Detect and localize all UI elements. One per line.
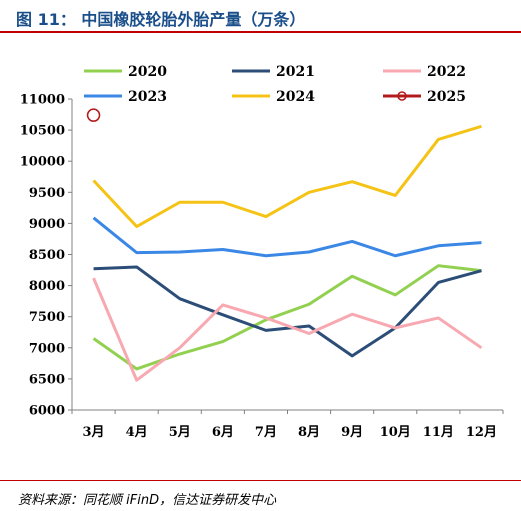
x-tick-label: 4月 xyxy=(126,425,148,440)
y-tick-label: 6000 xyxy=(29,404,65,419)
figure-title-bar: 图 11： 中国橡胶轮胎外胎产量（万条） xyxy=(0,0,521,33)
x-tick-label: 6月 xyxy=(212,425,234,440)
y-tick-label: 9500 xyxy=(29,186,65,201)
x-tick-label: 12月 xyxy=(466,425,497,440)
y-tick-label: 9000 xyxy=(29,217,65,232)
legend-label: 2023 xyxy=(128,89,167,105)
x-tick-label: 9月 xyxy=(341,425,363,440)
x-tick-label: 10月 xyxy=(380,425,411,440)
legend-item-2023: 2023 xyxy=(84,89,167,105)
legend-item-2025: 2025 xyxy=(383,89,466,105)
y-tick-label: 6500 xyxy=(29,372,65,387)
legend-label: 2021 xyxy=(276,64,315,80)
y-tick-label: 7500 xyxy=(29,310,65,325)
y-tick-label: 10500 xyxy=(20,124,65,139)
legend-marker xyxy=(397,91,407,101)
x-tick-label: 7月 xyxy=(255,425,277,440)
series-2020-line xyxy=(92,264,482,371)
x-tick-label: 5月 xyxy=(169,425,191,440)
y-tick-label: 11000 xyxy=(20,93,65,108)
legend-label: 2024 xyxy=(276,89,315,105)
legend-item-2020: 2020 xyxy=(84,64,167,80)
legend-item-2024: 2024 xyxy=(232,89,315,105)
series-2021-line xyxy=(93,265,482,358)
x-tick-label: 8月 xyxy=(298,425,320,440)
legend-item-2021: 2021 xyxy=(232,64,315,80)
source-note: 资料来源：同花顺 iFinD，信达证券研发中心 xyxy=(18,493,277,508)
chart-series xyxy=(86,108,483,382)
series-2022-line xyxy=(92,277,483,382)
y-tick-label: 8500 xyxy=(29,248,65,263)
y-tick-label: 10000 xyxy=(20,155,65,170)
legend-label: 2022 xyxy=(427,64,466,80)
series-2024-line xyxy=(92,124,482,229)
figure-title: 图 11： 中国橡胶轮胎外胎产量（万条） xyxy=(16,10,306,29)
chart-legend: 2020 2021 2022 2023 2024 2025 xyxy=(84,64,466,105)
series-2023-line xyxy=(92,216,482,258)
series-2025-point xyxy=(86,108,101,122)
legend-label: 2020 xyxy=(128,64,167,80)
x-tick-label: 3月 xyxy=(83,425,105,440)
chart-axes: 6000 6500 7000 7500 8000 8500 9000 9500 10000 105… xyxy=(20,93,504,440)
x-tick-label: 11月 xyxy=(423,425,454,440)
legend-item-2022: 2022 xyxy=(383,64,466,80)
y-tick-label: 7000 xyxy=(29,341,65,356)
source-bar: 资料来源：同花顺 iFinD，信达证券研发中心 xyxy=(0,480,521,511)
line-chart: 2020 2021 2022 2023 2024 2025 6000 6500 7000 750… xyxy=(20,64,504,440)
legend-label: 2025 xyxy=(427,89,466,105)
y-tick-label: 8000 xyxy=(29,279,65,294)
